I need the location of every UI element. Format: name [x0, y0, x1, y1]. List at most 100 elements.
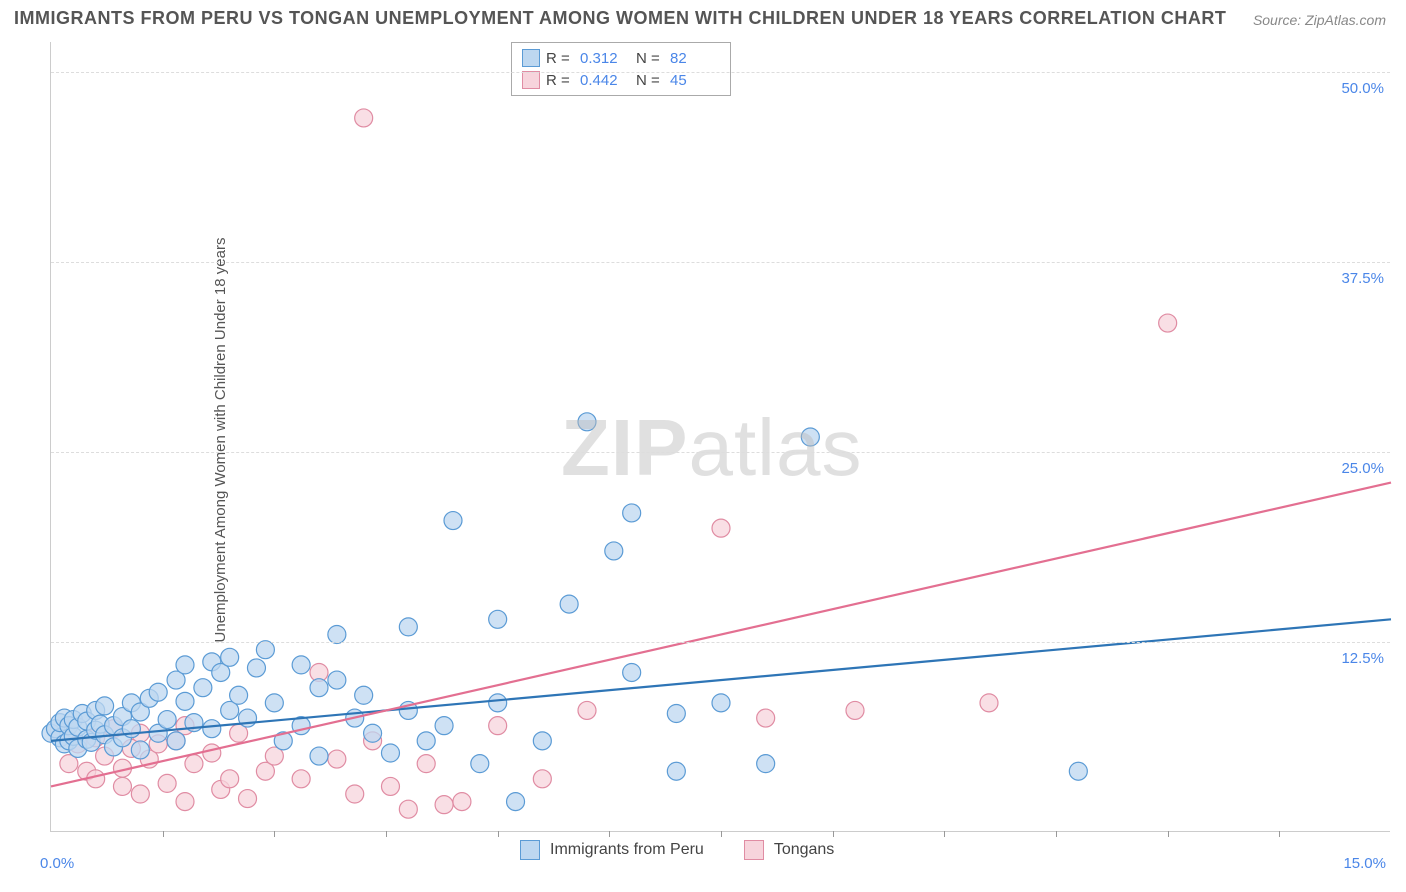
n-value-peru: 82 [670, 50, 720, 67]
scatter-point [355, 686, 373, 704]
scatter-point [444, 512, 462, 530]
scatter-point [328, 671, 346, 689]
x-tick [498, 831, 499, 837]
legend-correlation-box: R = 0.312 N = 82 R = 0.442 N = 45 [511, 42, 731, 96]
trend-line [51, 619, 1391, 741]
scatter-point [399, 800, 417, 818]
scatter-point [131, 785, 149, 803]
gridline-h [51, 642, 1390, 643]
x-tick [721, 831, 722, 837]
scatter-point [292, 656, 310, 674]
scatter-point [328, 750, 346, 768]
scatter-point [158, 711, 176, 729]
legend-label-peru: Immigrants from Peru [550, 841, 704, 859]
scatter-point [435, 717, 453, 735]
scatter-point [265, 694, 283, 712]
x-tick [1168, 831, 1169, 837]
scatter-point [578, 413, 596, 431]
scatter-point [230, 686, 248, 704]
x-tick [944, 831, 945, 837]
x-axis-min-label: 0.0% [40, 855, 74, 872]
scatter-point [176, 692, 194, 710]
source-attribution: Source: ZipAtlas.com [1253, 12, 1386, 28]
scatter-point [801, 428, 819, 446]
scatter-point [489, 610, 507, 628]
scatter-point [131, 741, 149, 759]
scatter-point [310, 679, 328, 697]
n-label: N = [636, 50, 664, 67]
scatter-point [489, 694, 507, 712]
r-label: R = [546, 50, 574, 67]
x-tick [1279, 831, 1280, 837]
scatter-point [346, 785, 364, 803]
scatter-point [533, 770, 551, 788]
scatter-point [489, 717, 507, 735]
scatter-point [96, 697, 114, 715]
x-tick [163, 831, 164, 837]
legend-row-peru: R = 0.312 N = 82 [522, 47, 720, 69]
scatter-point [203, 744, 221, 762]
chart-svg [51, 42, 1390, 831]
scatter-point [1069, 762, 1087, 780]
scatter-point [623, 663, 641, 681]
plot-area: ZIPatlas R = 0.312 N = 82 R = 0.442 N = … [50, 42, 1390, 832]
gridline-h [51, 452, 1390, 453]
scatter-point [381, 777, 399, 795]
scatter-point [667, 762, 685, 780]
scatter-point [247, 659, 265, 677]
scatter-point [417, 732, 435, 750]
y-tick-label: 37.5% [1341, 270, 1384, 287]
y-tick-label: 50.0% [1341, 80, 1384, 97]
scatter-point [239, 790, 257, 808]
legend-swatch-tongans [522, 71, 540, 89]
y-tick-label: 12.5% [1341, 650, 1384, 667]
scatter-point [846, 701, 864, 719]
legend-label-tongans: Tongans [774, 841, 835, 859]
legend-swatch-peru [520, 840, 540, 860]
r-value-peru: 0.312 [580, 50, 630, 67]
scatter-point [471, 755, 489, 773]
scatter-point [712, 694, 730, 712]
x-tick [386, 831, 387, 837]
n-value-tongans: 45 [670, 72, 720, 89]
scatter-point [176, 793, 194, 811]
scatter-point [203, 720, 221, 738]
scatter-point [667, 705, 685, 723]
r-value-tongans: 0.442 [580, 72, 630, 89]
scatter-point [757, 755, 775, 773]
scatter-point [381, 744, 399, 762]
scatter-point [256, 641, 274, 659]
scatter-point [310, 747, 328, 765]
r-label: R = [546, 72, 574, 89]
x-tick [1056, 831, 1057, 837]
scatter-point [757, 709, 775, 727]
scatter-point [417, 755, 435, 773]
n-label: N = [636, 72, 664, 89]
scatter-point [1159, 314, 1177, 332]
scatter-point [113, 777, 131, 795]
scatter-point [712, 519, 730, 537]
scatter-point [194, 679, 212, 697]
legend-swatch-tongans [744, 840, 764, 860]
x-tick [833, 831, 834, 837]
scatter-point [328, 626, 346, 644]
scatter-point [185, 755, 203, 773]
scatter-point [560, 595, 578, 613]
scatter-point [435, 796, 453, 814]
scatter-point [533, 732, 551, 750]
scatter-point [605, 542, 623, 560]
scatter-point [221, 648, 239, 666]
scatter-point [221, 770, 239, 788]
scatter-point [980, 694, 998, 712]
scatter-point [364, 724, 382, 742]
scatter-point [149, 683, 167, 701]
scatter-point [355, 109, 373, 127]
chart-title: IMMIGRANTS FROM PERU VS TONGAN UNEMPLOYM… [14, 8, 1226, 29]
y-tick-label: 25.0% [1341, 460, 1384, 477]
gridline-h [51, 72, 1390, 73]
x-axis-max-label: 15.0% [1343, 855, 1386, 872]
scatter-point [578, 701, 596, 719]
scatter-point [399, 618, 417, 636]
scatter-point [176, 656, 194, 674]
scatter-point [292, 770, 310, 788]
